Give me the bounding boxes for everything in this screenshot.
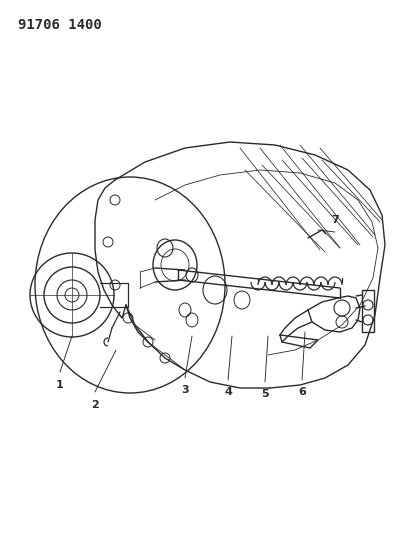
Text: 6: 6	[298, 387, 306, 397]
Text: 2: 2	[91, 400, 99, 410]
Text: 1: 1	[56, 380, 64, 390]
Text: 3: 3	[181, 385, 189, 395]
Text: 4: 4	[224, 387, 232, 397]
Text: 5: 5	[261, 389, 269, 399]
Text: 91706 1400: 91706 1400	[18, 18, 102, 32]
Text: 7: 7	[331, 215, 339, 225]
